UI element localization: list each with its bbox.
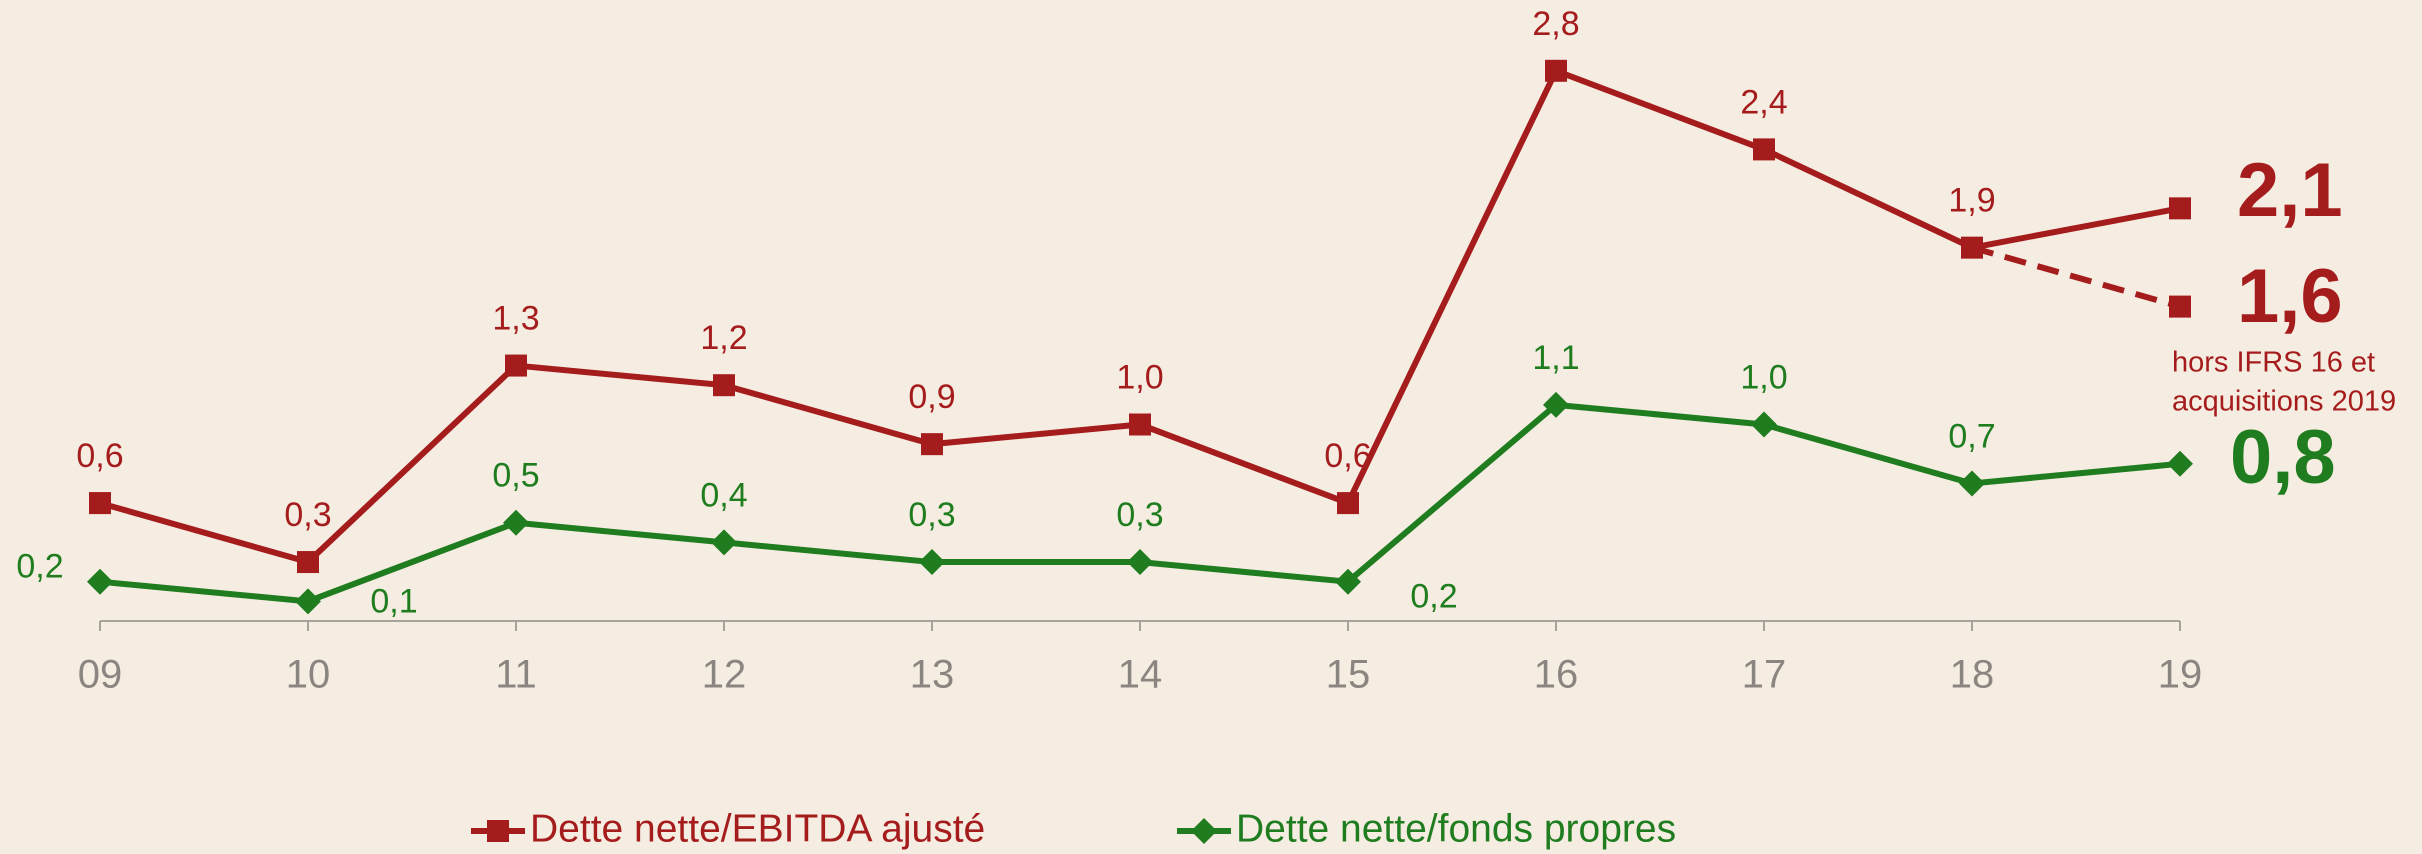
x-tick-label: 13 bbox=[910, 653, 955, 697]
x-tick-label: 14 bbox=[1118, 653, 1163, 697]
point bbox=[1545, 59, 1567, 82]
x-tick-label: 19 bbox=[2158, 653, 2203, 697]
point bbox=[1129, 413, 1151, 436]
value-label: 0,6 bbox=[1324, 437, 1371, 475]
point bbox=[1751, 411, 1777, 438]
point bbox=[1543, 391, 1569, 418]
x-tick-label: 12 bbox=[702, 653, 747, 697]
x-tick-label: 17 bbox=[1742, 653, 1787, 697]
value-label: 1,0 bbox=[1740, 358, 1787, 396]
value-label-big: 2,1 bbox=[2237, 148, 2343, 233]
x-tick-label: 18 bbox=[1950, 653, 1995, 697]
point bbox=[1959, 470, 1985, 497]
point bbox=[919, 549, 945, 576]
point bbox=[503, 509, 529, 536]
caption: acquisitions 2019 bbox=[2172, 386, 2396, 418]
value-label: 1,1 bbox=[1532, 339, 1579, 377]
value-label: 1,0 bbox=[1116, 358, 1163, 396]
x-tick-label: 11 bbox=[495, 653, 537, 697]
caption: hors IFRS 16 et bbox=[2172, 347, 2375, 379]
value-label: 0,7 bbox=[1948, 417, 1995, 455]
point bbox=[1127, 549, 1153, 576]
value-label: 1,3 bbox=[492, 300, 539, 338]
dashed-line bbox=[1971, 244, 2181, 310]
legend-marker bbox=[487, 820, 509, 842]
value-label: 1,2 bbox=[700, 319, 747, 357]
point bbox=[1753, 138, 1775, 161]
point bbox=[1337, 492, 1359, 515]
value-label: 0,5 bbox=[492, 457, 539, 495]
value-label: 0,9 bbox=[908, 378, 955, 416]
x-tick-label: 16 bbox=[1534, 653, 1579, 697]
point bbox=[295, 588, 321, 615]
point bbox=[87, 568, 113, 595]
x-tick-label: 09 bbox=[78, 653, 123, 697]
x-tick-label: 10 bbox=[286, 653, 331, 697]
value-label: 1,9 bbox=[1948, 182, 1995, 220]
x-tick-label: 15 bbox=[1326, 653, 1371, 697]
point bbox=[505, 354, 527, 377]
value-label: 0,2 bbox=[16, 548, 63, 586]
value-label: 0,2 bbox=[1410, 578, 1457, 616]
value-label: 0,3 bbox=[284, 496, 331, 534]
legend-label: Dette nette/fonds propres bbox=[1236, 807, 1676, 850]
value-label: 0,6 bbox=[76, 437, 123, 475]
value-label: 0,4 bbox=[700, 476, 747, 514]
value-label: 0,1 bbox=[370, 582, 417, 620]
point bbox=[89, 492, 111, 515]
dashed-label: 1,6 bbox=[2237, 254, 2343, 339]
point bbox=[2167, 450, 2193, 477]
value-label: 2,8 bbox=[1532, 5, 1579, 43]
point bbox=[713, 374, 735, 397]
point bbox=[921, 433, 943, 456]
value-label: 2,4 bbox=[1740, 83, 1787, 121]
point bbox=[2169, 197, 2191, 220]
point bbox=[711, 529, 737, 556]
value-label: 0,3 bbox=[908, 496, 955, 534]
legend-marker bbox=[1191, 818, 1217, 844]
point bbox=[1961, 236, 1983, 259]
point bbox=[297, 551, 319, 574]
value-label: 0,3 bbox=[1116, 496, 1163, 534]
dashed-marker bbox=[2169, 295, 2191, 318]
value-label-big: 0,8 bbox=[2230, 415, 2336, 500]
point bbox=[1335, 568, 1361, 595]
legend-label: Dette nette/EBITDA ajusté bbox=[530, 807, 985, 850]
